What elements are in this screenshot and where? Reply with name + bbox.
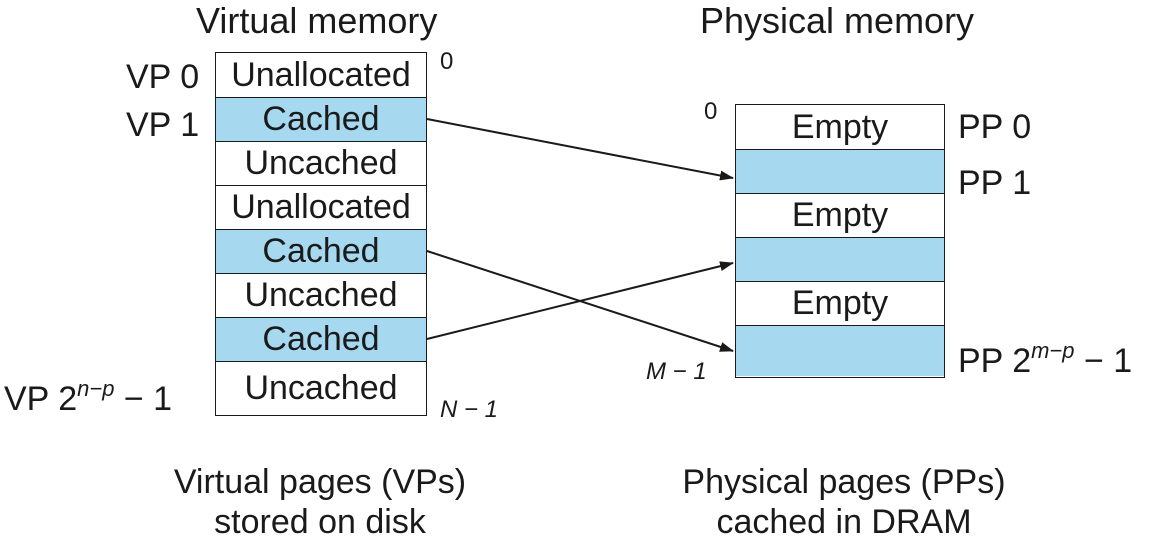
virtual-caption-line2: stored on disk — [214, 503, 426, 541]
virtual-caption: Virtual pages (VPs) stored on disk — [160, 462, 480, 542]
vp0-label: VP 0 — [126, 58, 200, 96]
virtual-memory-title: Virtual memory — [196, 0, 438, 41]
physical-page-3-cached — [736, 237, 944, 281]
arrow-vp1-to-pp1 — [426, 118, 734, 181]
physical-page-0-empty: Empty — [736, 105, 944, 149]
virtual-page-6-cached: Cached — [216, 317, 426, 361]
pp0-label: PP 0 — [958, 108, 1032, 146]
virtual-addr-top: 0 — [440, 48, 454, 75]
physical-page-2-empty: Empty — [736, 193, 944, 237]
virtual-page-4-cached: Cached — [216, 229, 426, 273]
physical-page-4-empty: Empty — [736, 281, 944, 325]
physical-memory-table: Empty Empty Empty — [735, 104, 945, 378]
physical-page-1-cached — [736, 149, 944, 193]
virtual-addr-bottom: N − 1 — [440, 396, 499, 423]
virtual-page-5-uncached: Uncached — [216, 273, 426, 317]
vp1-label: VP 1 — [126, 106, 200, 144]
physical-addr-bottom: M − 1 — [646, 358, 707, 385]
virtual-page-2-uncached: Uncached — [216, 141, 426, 185]
physical-memory-title: Physical memory — [700, 0, 975, 41]
virtual-page-1-cached: Cached — [216, 97, 426, 141]
virtual-caption-line1: Virtual pages (VPs) — [173, 463, 467, 501]
physical-caption-line1: Physical pages (PPs) — [682, 463, 1006, 501]
virtual-page-3-unallocated: Unallocated — [216, 185, 426, 229]
vp-last-label: VP 2n−p − 1 — [4, 376, 173, 419]
pp1-label: PP 1 — [958, 164, 1032, 202]
arrow-vp6-to-pp3 — [426, 261, 734, 340]
pp-last-label: PP 2m−p − 1 — [958, 338, 1133, 381]
physical-caption: Physical pages (PPs) cached in DRAM — [664, 462, 1024, 542]
virtual-page-0-unallocated: Unallocated — [216, 53, 426, 97]
physical-page-5-cached — [736, 325, 944, 376]
physical-addr-top: 0 — [704, 98, 718, 125]
virtual-memory-table: Unallocated Cached Uncached Unallocated Cach… — [215, 52, 427, 416]
virtual-page-7-uncached: Uncached — [216, 361, 426, 414]
physical-caption-line2: cached in DRAM — [716, 503, 972, 541]
